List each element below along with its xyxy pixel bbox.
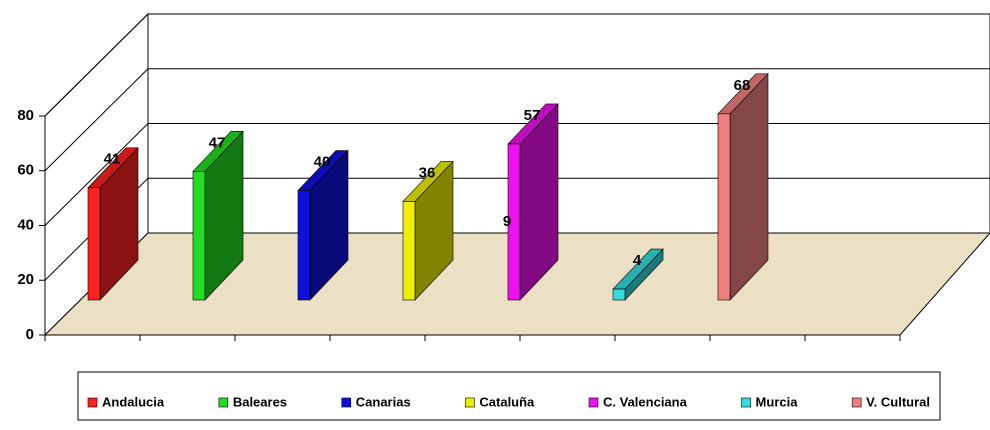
legend-label: C. Valenciana — [603, 394, 688, 409]
legend-label: Andalucia — [102, 394, 165, 409]
y-tick-label: 40 — [17, 216, 34, 233]
data-label: 68 — [734, 77, 751, 94]
data-label: 41 — [104, 151, 121, 168]
legend-swatch — [851, 397, 862, 408]
legend-swatch — [588, 397, 599, 408]
legend-swatch — [341, 397, 352, 408]
bar-front — [192, 171, 206, 301]
bar — [192, 130, 244, 301]
grid-line — [44, 13, 149, 117]
y-tick-label: 20 — [17, 271, 34, 288]
annotation: 9 — [503, 213, 511, 230]
legend-swatch — [741, 397, 751, 408]
legend — [77, 371, 941, 421]
grid-line — [44, 123, 149, 226]
legend-label: V. Cultural — [866, 394, 930, 409]
bar-front — [297, 190, 311, 301]
bar — [87, 147, 139, 301]
data-label: 47 — [209, 134, 226, 151]
data-label: 40 — [314, 153, 331, 170]
legend-label: Murcia — [756, 394, 799, 409]
legend-label: Canarias — [356, 394, 411, 409]
legend-swatch — [87, 397, 98, 408]
bar — [717, 73, 769, 301]
bar-front — [507, 143, 521, 301]
bar — [612, 248, 664, 301]
bar-front — [612, 288, 626, 301]
y-tick-label: 0 — [26, 326, 34, 343]
y-tick-label: 60 — [17, 162, 34, 179]
y-tick-label: 80 — [17, 107, 34, 124]
legend-swatch — [218, 397, 229, 408]
bar — [402, 160, 454, 301]
data-label: 57 — [524, 107, 541, 124]
legend-label: Baleares — [233, 394, 287, 409]
legend-label: Cataluña — [479, 394, 535, 409]
bar-front — [87, 187, 101, 301]
legend-swatch — [465, 397, 475, 408]
bar-front — [402, 201, 416, 301]
data-label: 4 — [633, 252, 642, 269]
bar — [297, 149, 349, 301]
bar — [507, 103, 559, 301]
bar-front — [717, 113, 731, 301]
grid-line — [44, 68, 149, 172]
data-label: 36 — [419, 164, 436, 181]
